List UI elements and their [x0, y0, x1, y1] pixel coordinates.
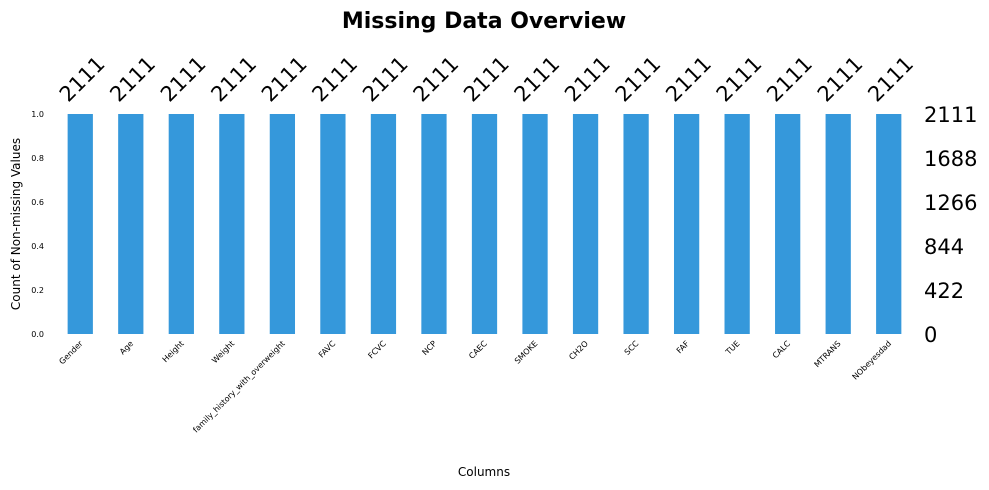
x-tick-Gender: Gender	[57, 339, 85, 367]
right-tick-0: 0	[924, 323, 937, 347]
top-label-SMOKE: 2111	[510, 52, 565, 107]
bar-Gender	[67, 114, 93, 334]
top-label-CH2O: 2111	[560, 52, 615, 107]
bar-Height	[168, 114, 194, 334]
bar-FCVC	[370, 114, 397, 334]
y-axis-label: Count of Non-missing Values	[9, 138, 23, 310]
top-label-TUE: 2111	[712, 52, 767, 107]
top-label-Weight: 2111	[206, 52, 261, 107]
x-tick-NCP: NCP	[420, 339, 438, 357]
top-label-Height: 2111	[156, 52, 211, 107]
bar-SCC	[623, 114, 649, 334]
chart-title: Missing Data Overview	[342, 9, 626, 34]
x-tick-FAF: FAF	[675, 339, 692, 356]
bar-NObeyesdad	[876, 114, 902, 334]
right-tick-2111: 2111	[924, 103, 977, 127]
top-label-FAF: 2111	[661, 52, 716, 107]
top-label-family_history_with_overweight: 2111	[257, 52, 312, 107]
left-tick-0.0: 0.0	[31, 330, 44, 339]
bar-FAVC	[320, 114, 346, 334]
bar-CH2O	[572, 114, 599, 334]
left-tick-0.4: 0.4	[31, 242, 44, 251]
bar-FAF	[673, 114, 700, 334]
left-y-axis: 0.0 0.2 0.4 0.6 0.8 1.0	[31, 110, 44, 339]
x-tick-FCVC: FCVC	[366, 339, 388, 361]
right-tick-1688: 1688	[924, 147, 977, 171]
top-label-FCVC: 2111	[358, 52, 413, 107]
bar-MTRANS	[825, 114, 851, 334]
x-tick-family_history_with_overweight: family_history_with_overweight	[191, 339, 286, 434]
bars-group	[67, 114, 902, 334]
bar-CAEC	[471, 114, 498, 334]
x-tick-FAVC: FAVC	[317, 339, 338, 360]
x-axis-label: Columns	[458, 465, 510, 479]
bar-NCP	[421, 114, 447, 334]
x-tick-MTRANS: MTRANS	[813, 339, 843, 369]
left-tick-0.8: 0.8	[31, 154, 44, 163]
top-label-Gender: 2111	[55, 52, 110, 107]
bar-Age	[118, 114, 144, 334]
x-tick-CH2O: CH2O	[567, 339, 590, 362]
x-tick-labels: Gender Age Height Weightfamily_history_with…	[57, 339, 893, 435]
top-label-Age: 2111	[105, 52, 160, 107]
x-tick-SMOKE: SMOKE	[513, 339, 540, 366]
x-tick-NObeyesdad: NObeyesdad	[851, 339, 894, 382]
bar-Weight	[219, 114, 245, 334]
bar-family_history_with_overweight	[269, 114, 296, 334]
top-label-MTRANS: 2111	[813, 52, 868, 107]
x-tick-TUE: TUE	[723, 339, 741, 357]
x-tick-CAEC: CAEC	[467, 339, 489, 361]
x-tick-Age: Age	[118, 339, 135, 356]
top-label-CAEC: 2111	[459, 52, 514, 107]
top-label-CALC: 2111	[762, 52, 817, 107]
x-tick-Height: Height	[161, 339, 186, 364]
top-label-SCC: 2111	[611, 52, 666, 107]
top-label-FAVC: 2111	[307, 52, 362, 107]
left-tick-0.2: 0.2	[31, 286, 44, 295]
x-tick-Weight: Weight	[210, 339, 236, 365]
left-tick-1.0: 1.0	[31, 110, 44, 119]
right-tick-1266: 1266	[924, 191, 977, 215]
top-label-NCP: 2111	[409, 52, 464, 107]
top-label-NObeyesdad: 2111	[863, 52, 918, 107]
left-tick-0.6: 0.6	[31, 198, 44, 207]
x-tick-CALC: CALC	[771, 339, 793, 361]
bar-SMOKE	[522, 114, 548, 334]
bar-TUE	[724, 114, 750, 334]
top-count-labels: 2111211121112111211121112111211121112111…	[55, 52, 918, 107]
right-tick-844: 844	[924, 235, 964, 259]
right-y-axis: 0 422 844 1266 1688 2111	[924, 103, 977, 347]
right-tick-422: 422	[924, 279, 964, 303]
bar-CALC	[775, 114, 801, 334]
x-tick-SCC: SCC	[623, 339, 641, 357]
